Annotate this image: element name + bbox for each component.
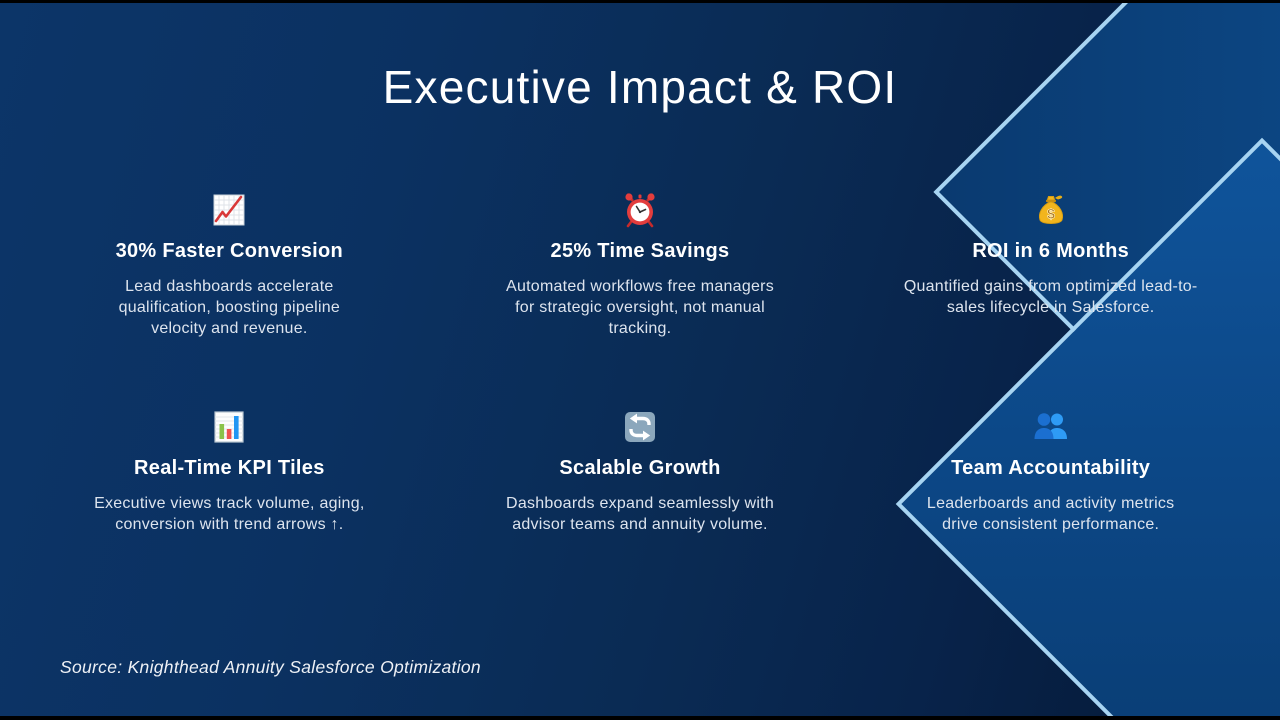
card-team-accountability: Team Accountability Leaderboards and act…: [845, 409, 1256, 535]
source-note: Source: Knighthead Annuity Salesforce Op…: [60, 657, 481, 677]
card-title: ROI in 6 Months: [972, 240, 1130, 262]
cards-row-top: 30% Faster Conversion Lead dashboards ac…: [24, 192, 1256, 339]
bar-chart-icon: [24, 409, 435, 445]
card-faster-conversion: 30% Faster Conversion Lead dashboards ac…: [24, 192, 435, 339]
money-bag-icon: $: [845, 192, 1256, 228]
top-letterbox-bar: [0, 0, 1280, 3]
card-description: Automated workflows free managers for st…: [506, 278, 774, 337]
svg-text:$: $: [1047, 206, 1055, 222]
repeat-arrows-icon: [435, 409, 846, 445]
slide-title: Executive Impact & ROI: [382, 61, 898, 113]
card-description: Executive views track volume, aging, con…: [94, 495, 365, 533]
card-time-savings: 25% Time Savings Automated workflows fre…: [435, 192, 846, 339]
card-description: Leaderboards and activity metrics drive …: [926, 495, 1175, 533]
card-kpi-tiles: Real-Time KPI Tiles Executive views trac…: [24, 409, 435, 535]
card-description: Lead dashboards accelerate qualification…: [118, 278, 341, 337]
alarm-clock-icon: [435, 192, 846, 228]
card-scalable-growth: Scalable Growth Dashboards expand seamle…: [435, 409, 846, 535]
cards-row-bottom: Real-Time KPI Tiles Executive views trac…: [24, 409, 1256, 535]
card-roi: $ ROI in 6 Months Quantified gains from …: [845, 192, 1256, 339]
chart-increasing-icon: [24, 192, 435, 228]
bottom-letterbox-bar: [0, 716, 1280, 720]
card-title: Scalable Growth: [559, 457, 721, 479]
card-title: Real-Time KPI Tiles: [134, 457, 325, 479]
card-description: Dashboards expand seamlessly with adviso…: [506, 495, 774, 533]
card-title: Team Accountability: [951, 457, 1151, 479]
card-description: Quantified gains from optimized lead-to-…: [903, 278, 1198, 316]
card-title: 25% Time Savings: [550, 240, 730, 262]
team-icon: [845, 409, 1256, 445]
card-title: 30% Faster Conversion: [115, 240, 344, 262]
